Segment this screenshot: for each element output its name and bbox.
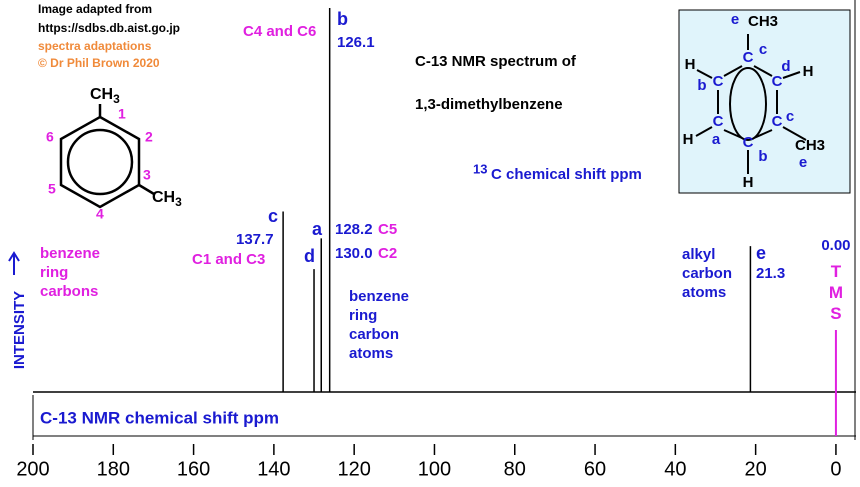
methyl-sub: 3 (113, 92, 120, 106)
methyl-label: CH3 (90, 86, 120, 106)
structure-label: e (731, 11, 739, 28)
structure-label: H (683, 131, 694, 148)
structure-box (678, 9, 851, 194)
annotation: atoms (349, 345, 393, 362)
x-tick-label: 0 (830, 458, 841, 480)
y-axis-label: INTENSITY (11, 291, 28, 369)
atom-number: 2 (145, 129, 153, 145)
peak-letter: d (304, 246, 315, 266)
peak-carbon-label: C5 (378, 221, 397, 238)
shift-note: C chemical shift ppm (491, 166, 642, 183)
atom-number: 6 (46, 129, 54, 145)
structure-label: e (799, 154, 807, 171)
annotation: atoms (682, 284, 726, 301)
x-tick-label: 200 (16, 458, 49, 480)
credit: https://sdbs.db.aist.go.jp (38, 21, 180, 35)
x-tick-label: 100 (418, 458, 451, 480)
atom-number: 4 (96, 206, 104, 222)
adaptation: © Dr Phil Brown 2020 (38, 56, 160, 70)
annotation: benzene (349, 288, 409, 305)
peak-letter: a (312, 219, 323, 239)
y-axis-arrow (8, 251, 20, 275)
structure-label: C (713, 73, 724, 90)
structure-label: d (781, 58, 790, 75)
atom-number: 5 (48, 181, 56, 197)
x-tick-label: 180 (97, 458, 130, 480)
structure-label: CH3 (795, 137, 825, 154)
peak-shift-label: 137.7 (236, 231, 274, 248)
annotation: ring (40, 264, 68, 281)
reference-shift-label: 0.00 (821, 237, 850, 254)
methyl-main: CH (90, 86, 113, 103)
annotation: ring (349, 307, 377, 324)
structure-label: H (685, 56, 696, 73)
structure-label: b (758, 148, 767, 165)
peak-letter: b (337, 9, 348, 29)
structure-label: H (743, 174, 754, 191)
peak-letter: c (268, 206, 278, 226)
peak-letter: e (756, 243, 766, 263)
credit: Image adapted from (38, 2, 152, 16)
atom-number: 3 (143, 167, 151, 183)
methyl-sub: 3 (175, 195, 182, 209)
x-tick-label: 60 (584, 458, 606, 480)
detail-structure-bonds (695, 34, 807, 174)
structure-label: C (743, 49, 754, 66)
structure-label: C (743, 134, 754, 151)
benzene-structure (59, 104, 155, 209)
structure-label: a (712, 131, 721, 148)
peak-carbon-label: C2 (378, 245, 397, 262)
peak-shift-label: 128.2 (335, 221, 373, 238)
x-tick-label: 160 (177, 458, 210, 480)
reference-name: TMS (826, 262, 845, 325)
shift-note-sup: 13 (473, 161, 487, 176)
methyl-label: CH3 (152, 189, 182, 209)
adaptation: spectra adaptations (38, 39, 152, 53)
annotation: carbon (349, 326, 399, 343)
annotation: carbon (682, 265, 732, 282)
methyl-main: CH (152, 189, 175, 206)
annotation: alkyl (682, 246, 715, 263)
structure-label: H (803, 63, 814, 80)
x-tick-label: 120 (337, 458, 370, 480)
atom-number: 1 (118, 106, 126, 122)
structure-label: C (713, 113, 724, 130)
peak-shift-label: 130.0 (335, 245, 373, 262)
x-axis-label: C-13 NMR chemical shift ppm (40, 408, 279, 427)
chart-subtitle: 1,3-dimethylbenzene (415, 96, 563, 113)
x-tick-label: 20 (745, 458, 767, 480)
structure-label: C (772, 113, 783, 130)
structure-label: b (697, 77, 706, 94)
peak-shift-label: 21.3 (756, 265, 785, 282)
peak-shift-label: 126.1 (337, 34, 375, 51)
annotation: benzene (40, 245, 100, 262)
peak-carbon-label: C4 and C6 (243, 23, 316, 40)
annotation: carbons (40, 283, 98, 300)
x-tick-label: 80 (504, 458, 526, 480)
chart-title: C-13 NMR spectrum of (415, 53, 577, 70)
peak-carbon-label: C1 and C3 (192, 251, 265, 268)
structure-label: CH3 (748, 13, 778, 30)
x-tick-label: 140 (257, 458, 290, 480)
x-tick-label: 40 (664, 458, 686, 480)
structure-label: c (786, 108, 794, 125)
structure-label: C (772, 73, 783, 90)
structure-label: c (759, 41, 767, 58)
